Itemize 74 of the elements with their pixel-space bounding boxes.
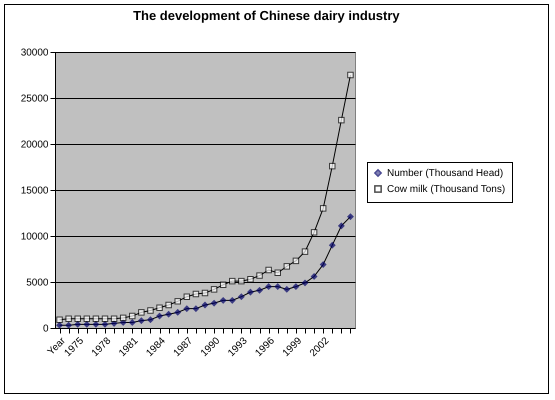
y-tick-label: 0 — [42, 324, 49, 334]
point — [238, 278, 245, 284]
point — [229, 278, 236, 284]
point — [202, 302, 208, 308]
point — [338, 222, 345, 230]
point — [92, 316, 100, 322]
legend-label: Number (Thousand Head) — [387, 168, 504, 179]
point — [192, 290, 200, 298]
point — [238, 293, 245, 300]
point — [84, 321, 90, 328]
point — [284, 286, 290, 293]
point — [265, 266, 272, 274]
point — [265, 283, 272, 290]
chart-title: The development of Chinese dairy industry — [133, 8, 400, 23]
point — [174, 309, 181, 316]
point — [220, 282, 226, 288]
point — [274, 283, 281, 290]
point — [284, 263, 290, 270]
point — [338, 116, 345, 124]
point — [302, 280, 308, 286]
point — [165, 310, 172, 318]
y-tick-label: 10000 — [20, 232, 49, 242]
point — [65, 322, 72, 328]
point — [110, 316, 118, 322]
point — [256, 272, 263, 279]
point — [329, 162, 336, 170]
point — [310, 273, 318, 280]
point — [347, 213, 354, 220]
point — [274, 270, 281, 276]
point — [347, 72, 354, 78]
point — [310, 229, 318, 236]
point — [92, 321, 100, 328]
point — [292, 283, 300, 290]
point — [247, 276, 254, 282]
point — [210, 300, 218, 306]
point — [147, 316, 154, 323]
point — [210, 286, 218, 293]
point — [156, 312, 163, 320]
point — [129, 312, 136, 320]
point — [147, 307, 154, 314]
point — [192, 305, 200, 312]
point — [102, 316, 108, 322]
point — [320, 205, 326, 212]
point — [165, 302, 172, 308]
point — [120, 314, 126, 322]
point — [256, 287, 263, 294]
point — [65, 316, 72, 322]
point — [84, 316, 90, 322]
y-tick-label: 15000 — [20, 186, 49, 196]
y-tick-label: 5000 — [26, 278, 49, 288]
point — [174, 298, 181, 305]
point — [184, 293, 190, 300]
point — [202, 290, 208, 296]
point — [74, 316, 81, 322]
point — [320, 261, 326, 268]
point — [292, 258, 300, 264]
point — [329, 242, 336, 248]
point — [302, 248, 308, 255]
y-tick-label: 25000 — [20, 94, 49, 104]
point — [56, 322, 63, 328]
y-tick-label: 20000 — [20, 140, 49, 150]
point — [220, 297, 226, 304]
point — [74, 321, 81, 328]
point — [184, 305, 190, 312]
legend-label: Cow milk (Thousand Tons) — [387, 184, 506, 195]
point — [102, 321, 108, 328]
point — [229, 297, 236, 304]
y-tick-label: 30000 — [20, 48, 49, 58]
point — [156, 304, 163, 311]
point — [56, 316, 63, 323]
point — [138, 309, 145, 316]
point — [129, 319, 136, 326]
point — [138, 317, 145, 324]
point — [247, 288, 254, 296]
